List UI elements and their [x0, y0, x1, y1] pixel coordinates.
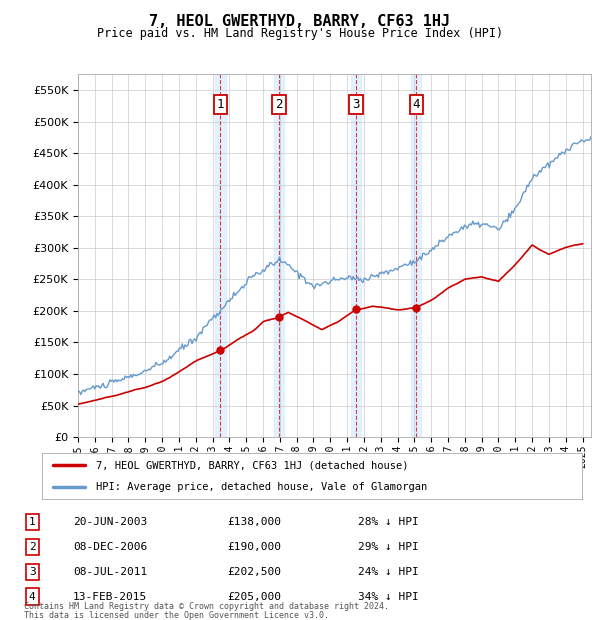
Text: HPI: Average price, detached house, Vale of Glamorgan: HPI: Average price, detached house, Vale…: [96, 482, 427, 492]
Text: 3: 3: [29, 567, 35, 577]
Text: £202,500: £202,500: [227, 567, 281, 577]
Text: 7, HEOL GWERTHYD, BARRY, CF63 1HJ: 7, HEOL GWERTHYD, BARRY, CF63 1HJ: [149, 14, 451, 29]
Bar: [274, 74, 284, 437]
Text: 2: 2: [275, 98, 283, 111]
Text: 4: 4: [413, 98, 420, 111]
Text: This data is licensed under the Open Government Licence v3.0.: This data is licensed under the Open Gov…: [24, 611, 329, 619]
Bar: [215, 74, 226, 437]
Text: Contains HM Land Registry data © Crown copyright and database right 2024.: Contains HM Land Registry data © Crown c…: [24, 603, 389, 611]
Text: £138,000: £138,000: [227, 517, 281, 527]
Text: Price paid vs. HM Land Registry's House Price Index (HPI): Price paid vs. HM Land Registry's House …: [97, 27, 503, 40]
Text: 28% ↓ HPI: 28% ↓ HPI: [358, 517, 418, 527]
Text: 29% ↓ HPI: 29% ↓ HPI: [358, 542, 418, 552]
Text: £190,000: £190,000: [227, 542, 281, 552]
Text: 13-FEB-2015: 13-FEB-2015: [73, 591, 147, 601]
Text: 2: 2: [29, 542, 35, 552]
Text: 08-JUL-2011: 08-JUL-2011: [73, 567, 147, 577]
Text: £205,000: £205,000: [227, 591, 281, 601]
Text: 7, HEOL GWERTHYD, BARRY, CF63 1HJ (detached house): 7, HEOL GWERTHYD, BARRY, CF63 1HJ (detac…: [96, 460, 409, 470]
Text: 4: 4: [29, 591, 35, 601]
Bar: [412, 74, 421, 437]
Text: 1: 1: [29, 517, 35, 527]
Bar: [351, 74, 361, 437]
Text: 08-DEC-2006: 08-DEC-2006: [73, 542, 147, 552]
Text: 3: 3: [352, 98, 359, 111]
Text: 34% ↓ HPI: 34% ↓ HPI: [358, 591, 418, 601]
Text: 24% ↓ HPI: 24% ↓ HPI: [358, 567, 418, 577]
Text: 20-JUN-2003: 20-JUN-2003: [73, 517, 147, 527]
Text: 1: 1: [217, 98, 224, 111]
